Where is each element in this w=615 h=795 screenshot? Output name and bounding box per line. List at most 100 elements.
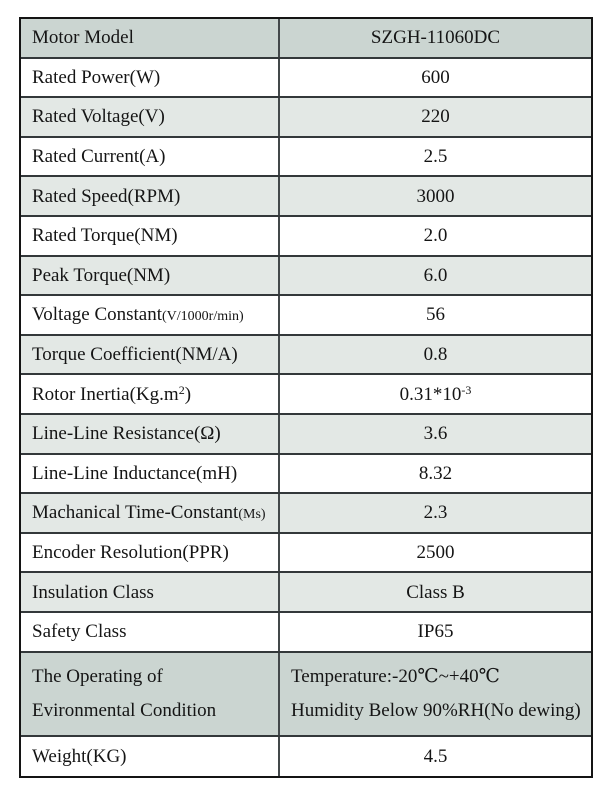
table-row-rotor-inertia: Rotor Inertia(Kg.m 2) 0.31*10 -3 xyxy=(21,375,591,415)
row-value-line: 3.6 xyxy=(424,424,448,443)
row-value-text: 0.8 xyxy=(423,344,448,366)
row-value-text: Temperature:-20℃~+40℃ xyxy=(291,666,500,688)
table-row-rated-power: Rated Power(W) 600 xyxy=(21,58,591,99)
row-label-text: Rated Power(W) xyxy=(32,66,161,88)
row-label-cell: Insulation Class xyxy=(21,573,280,611)
table-row-torque-coefficient: Torque Coefficient(NM/A) 0.8 xyxy=(21,335,591,376)
table-row-weight: Weight(KG) 4.5 xyxy=(21,736,591,777)
row-label-text: Safety Class xyxy=(32,621,127,643)
row-label-line: Motor Model xyxy=(32,28,134,47)
row-value-text: 0.31*10 xyxy=(399,383,462,405)
table-row-rated-torque: Rated Torque(NM) 2.0 xyxy=(21,216,591,257)
row-value-text: 3000 xyxy=(416,185,455,207)
row-label-text: Rated Current(A) xyxy=(32,146,166,168)
row-label-cell: Weight(KG) xyxy=(21,736,280,777)
row-value-line: 220 xyxy=(421,107,450,126)
row-value-cell: 3000 xyxy=(280,177,591,215)
row-value-line: 8.32 xyxy=(419,464,452,483)
row-value-line: 2.5 xyxy=(424,147,448,166)
motor-spec-table: Motor Model SZGH-11060DC Rated Power(W) 600… xyxy=(19,17,593,779)
row-label-text: Insulation Class xyxy=(32,581,154,603)
table-row-rated-speed: Rated Speed(RPM) 3000 xyxy=(21,177,591,217)
row-label-line: Rated Current(A) xyxy=(32,147,165,166)
row-label-text: Rotor Inertia(Kg.m xyxy=(32,383,179,405)
row-value-cell: IP65 xyxy=(280,613,591,651)
row-label-line: The Operating of xyxy=(32,667,163,686)
row-value-cell: 8.32 xyxy=(280,455,591,493)
row-label-text: Rated Torque(NM) xyxy=(32,225,178,247)
row-value-text: 2.5 xyxy=(423,146,448,168)
table-row-peak-torque: Peak Torque(NM) 6.0 xyxy=(21,256,591,297)
row-value-cell: 220 xyxy=(280,98,591,136)
row-value-text: 2500 xyxy=(416,542,455,564)
row-value-text: 56 xyxy=(426,304,445,326)
row-label-text: Voltage Constant xyxy=(32,304,163,326)
row-value-cell: 2.5 xyxy=(280,138,591,176)
row-label-cell: Rated Current(A) xyxy=(21,137,280,176)
table-row-line-line-resistance: Line-Line Resistance(Ω) 3.6 xyxy=(21,414,591,455)
table-row-motor-model: Motor Model SZGH-11060DC xyxy=(21,19,591,59)
row-label-cell: Voltage Constant (V/1000r/min) xyxy=(21,296,280,334)
row-label-line: Safety Class xyxy=(32,622,126,641)
row-label-cell: Line-Line Inductance(mH) xyxy=(21,454,280,493)
row-label-cell: Peak Torque(NM) xyxy=(21,256,280,295)
row-label-line: Evironmental Condition xyxy=(32,701,216,720)
row-value-text: IP65 xyxy=(417,621,454,643)
row-label-text: The Operating of xyxy=(32,666,163,688)
row-value-cell: 2.3 xyxy=(280,494,591,532)
row-label-text: (V/1000r/min) xyxy=(162,309,244,325)
row-label-line: Peak Torque(NM) xyxy=(32,266,170,285)
row-value-text: 3.6 xyxy=(423,423,448,445)
row-value-cell: 600 xyxy=(280,59,591,97)
row-label-text: Weight(KG) xyxy=(32,745,127,767)
row-label-cell: Line-Line Resistance(Ω) xyxy=(21,414,280,453)
row-label-text: Encoder Resolution(PPR) xyxy=(32,542,229,564)
row-label-line: Machanical Time-Constant (Ms) xyxy=(32,503,266,522)
row-label-cell: Machanical Time-Constant (Ms) xyxy=(21,494,280,532)
row-label-text: Rated Voltage(V) xyxy=(32,106,165,128)
row-value-cell: 56 xyxy=(280,296,591,334)
row-value-text: 6.0 xyxy=(423,264,448,286)
row-value-cell: Temperature:-20℃~+40℃ Humidity Below 90%R… xyxy=(280,653,591,735)
row-label-line: Rated Power(W) xyxy=(32,68,160,87)
row-label-line: Encoder Resolution(PPR) xyxy=(32,543,229,562)
row-label-line: Voltage Constant (V/1000r/min) xyxy=(32,305,244,324)
row-value-line: 6.0 xyxy=(424,266,448,285)
row-value-text: Humidity Below 90%RH(No dewing) xyxy=(291,699,581,721)
row-label-text: Line-Line Resistance(Ω) xyxy=(32,423,221,445)
row-value-text: 4.5 xyxy=(423,745,448,767)
table-row-safety-class: Safety Class IP65 xyxy=(21,612,591,653)
row-value-cell: SZGH-11060DC xyxy=(280,19,591,57)
row-label-text: Torque Coefficient(NM/A) xyxy=(32,344,238,366)
row-value-line: 600 xyxy=(421,68,450,87)
row-value-text: 8.32 xyxy=(418,462,453,484)
row-label-line: Insulation Class xyxy=(32,583,154,602)
table-row-encoder-resolution: Encoder Resolution(PPR) 2500 xyxy=(21,533,591,574)
row-label-text: Machanical Time-Constant xyxy=(32,502,239,524)
row-value-line: 0.31*10 -3 xyxy=(399,383,472,405)
row-label-text: 2 xyxy=(178,382,185,397)
row-value-line: IP65 xyxy=(418,622,454,641)
row-label-text: Motor Model xyxy=(32,27,134,49)
row-label-text: ) xyxy=(184,383,192,405)
row-value-text: 2.3 xyxy=(423,502,448,524)
row-label-cell: Rated Speed(RPM) xyxy=(21,177,280,215)
row-value-line: SZGH-11060DC xyxy=(371,28,500,47)
row-value-cell: 0.31*10 -3 xyxy=(280,375,591,413)
row-label-cell: The Operating of Evironmental Condition xyxy=(21,652,280,735)
row-value-line: Class B xyxy=(406,583,465,602)
row-value-text: 220 xyxy=(421,106,450,128)
row-label-cell: Rated Voltage(V) xyxy=(21,98,280,136)
row-value-text: 2.0 xyxy=(423,225,448,247)
table-row-voltage-constant: Voltage Constant (V/1000r/min) 56 xyxy=(21,296,591,336)
row-value-line: Humidity Below 90%RH(No dewing) xyxy=(291,701,581,720)
table-row-mechanical-time-constant: Machanical Time-Constant (Ms) 2.3 xyxy=(21,494,591,534)
row-value-line: Temperature:-20℃~+40℃ xyxy=(291,667,500,686)
table-row-line-line-inductance: Line-Line Inductance(mH) 8.32 xyxy=(21,454,591,495)
row-label-text: Peak Torque(NM) xyxy=(32,264,171,286)
row-value-text: 600 xyxy=(421,66,450,88)
table-row-rated-voltage: Rated Voltage(V) 220 xyxy=(21,98,591,138)
row-label-line: Line-Line Inductance(mH) xyxy=(32,464,237,483)
row-label-line: Rotor Inertia(Kg.m 2) xyxy=(32,382,192,405)
row-value-cell: 2.0 xyxy=(280,217,591,255)
